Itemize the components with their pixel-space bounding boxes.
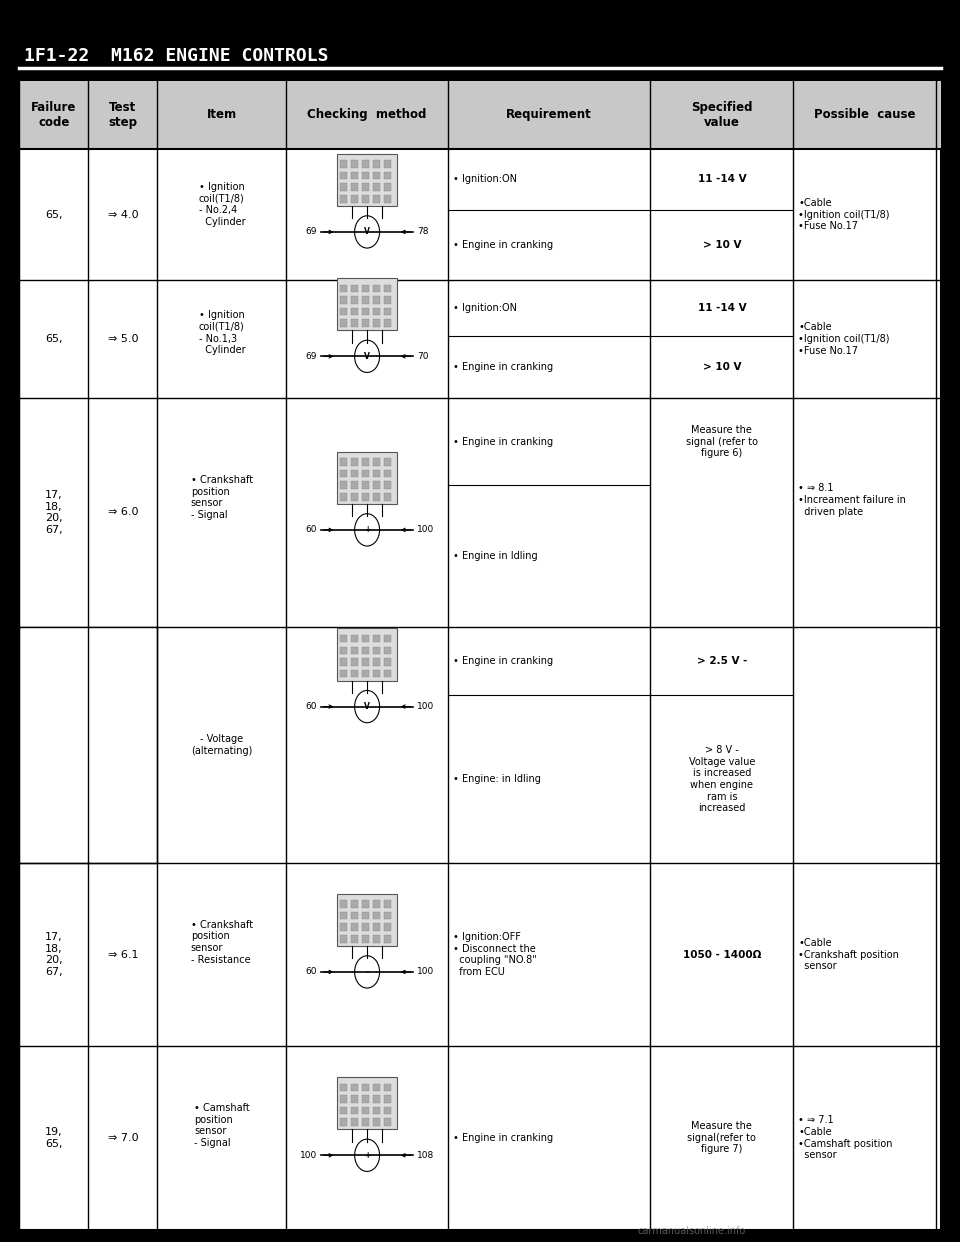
Text: 17,
18,
20,
67,: 17, 18, 20, 67, [45, 933, 62, 977]
Bar [362, 658, 369, 666]
Text: • Ignition:ON: • Ignition:ON [452, 303, 516, 313]
Bar [362, 469, 369, 477]
Bar [362, 160, 369, 168]
Bar [362, 935, 369, 943]
Bar [341, 924, 348, 932]
Bar [384, 1095, 391, 1103]
Text: Failure
code: Failure code [31, 101, 77, 129]
Text: ⇒ 5.0: ⇒ 5.0 [108, 334, 138, 344]
Text: 19,
65,: 19, 65, [45, 1126, 62, 1149]
Bar [362, 647, 369, 655]
Bar [337, 452, 396, 504]
Text: > 8 V -
Voltage value
is increased
when engine
ram is
increased: > 8 V - Voltage value is increased when … [688, 745, 756, 814]
Bar [372, 184, 380, 191]
Bar [341, 635, 348, 642]
Text: • Engine in cranking: • Engine in cranking [452, 656, 553, 666]
Bar [372, 900, 380, 908]
Text: 11 -14 V: 11 -14 V [698, 303, 746, 313]
Text: carmanualsonline.info: carmanualsonline.info [637, 1226, 745, 1236]
Text: 108: 108 [417, 1151, 434, 1160]
Text: 60: 60 [305, 525, 317, 534]
Bar [384, 284, 391, 292]
Text: +: + [364, 525, 371, 534]
Bar [362, 195, 369, 202]
Bar [362, 308, 369, 315]
Bar [341, 284, 348, 292]
Bar [384, 935, 391, 943]
Bar [341, 171, 348, 179]
Bar [341, 935, 348, 943]
Text: •Cable
•Crankshaft position
  sensor: •Cable •Crankshaft position sensor [798, 938, 899, 971]
Bar [362, 493, 369, 501]
Bar [372, 912, 380, 919]
Text: 78: 78 [417, 227, 428, 236]
Bar [362, 924, 369, 932]
Bar [351, 171, 358, 179]
Text: > 10 V: > 10 V [703, 240, 741, 250]
Bar [19, 81, 941, 149]
Text: ⇒ 6.0: ⇒ 6.0 [108, 508, 138, 518]
Text: 69: 69 [305, 351, 317, 361]
Bar [341, 493, 348, 501]
Bar [372, 669, 380, 677]
Text: • Crankshaft
position
sensor
- Signal: • Crankshaft position sensor - Signal [191, 476, 253, 520]
Text: ⇒ 7.0: ⇒ 7.0 [108, 1133, 138, 1143]
Bar [384, 647, 391, 655]
Bar [351, 469, 358, 477]
Bar [341, 900, 348, 908]
Text: • Engine in cranking: • Engine in cranking [452, 240, 553, 250]
Bar [384, 160, 391, 168]
Text: > 10 V: > 10 V [703, 363, 741, 373]
Bar [362, 912, 369, 919]
Bar [351, 482, 358, 489]
Text: Measure the
signal (refer to
figure 6): Measure the signal (refer to figure 6) [685, 425, 758, 458]
Bar [372, 195, 380, 202]
Bar [372, 658, 380, 666]
Bar [351, 195, 358, 202]
Text: •Cable
•Ignition coil(T1/8)
•Fuse No.17: •Cable •Ignition coil(T1/8) •Fuse No.17 [798, 323, 890, 355]
Text: 70: 70 [417, 351, 428, 361]
Text: Measure the
signal(refer to
figure 7): Measure the signal(refer to figure 7) [687, 1122, 756, 1155]
Text: • Ignition
coil(T1/8)
- No.1,3
  Cylinder: • Ignition coil(T1/8) - No.1,3 Cylinder [199, 310, 245, 355]
Text: Possible  cause: Possible cause [814, 108, 916, 122]
Bar [351, 647, 358, 655]
Text: • Engine in Idling: • Engine in Idling [452, 551, 538, 561]
Bar [362, 482, 369, 489]
Bar [362, 284, 369, 292]
Bar [351, 1095, 358, 1103]
Bar [384, 458, 391, 466]
Bar [351, 319, 358, 327]
Bar [384, 924, 391, 932]
Bar [341, 308, 348, 315]
Text: • Ignition:OFF
• Disconnect the
  coupling "NO.8"
  from ECU: • Ignition:OFF • Disconnect the coupling… [452, 933, 537, 977]
Text: Specified
value: Specified value [691, 101, 753, 129]
Bar [337, 894, 396, 946]
Bar [384, 319, 391, 327]
Text: V: V [364, 351, 370, 361]
Text: -: - [366, 968, 369, 976]
Bar [351, 493, 358, 501]
Bar [351, 184, 358, 191]
Bar [372, 635, 380, 642]
Text: • ⇒ 7.1
•Cable
•Camshaft position
  sensor: • ⇒ 7.1 •Cable •Camshaft position sensor [798, 1115, 893, 1160]
Bar [351, 658, 358, 666]
Bar [372, 482, 380, 489]
Bar [362, 900, 369, 908]
Text: • Ignition
coil(T1/8)
- No.2,4
  Cylinder: • Ignition coil(T1/8) - No.2,4 Cylinder [199, 183, 245, 227]
Bar [372, 1084, 380, 1092]
Bar [21, 628, 156, 862]
Text: 1050 - 1400Ω: 1050 - 1400Ω [683, 950, 761, 960]
Bar [384, 635, 391, 642]
Bar [351, 900, 358, 908]
Bar [351, 1084, 358, 1092]
Bar [341, 1119, 348, 1126]
Text: 100: 100 [417, 702, 434, 712]
Bar [362, 184, 369, 191]
Text: • Engine in cranking: • Engine in cranking [452, 363, 553, 373]
Bar [337, 278, 396, 330]
Bar [372, 171, 380, 179]
Bar [372, 319, 380, 327]
Bar [351, 912, 358, 919]
Bar [341, 1084, 348, 1092]
Text: 11 -14 V: 11 -14 V [698, 174, 746, 184]
